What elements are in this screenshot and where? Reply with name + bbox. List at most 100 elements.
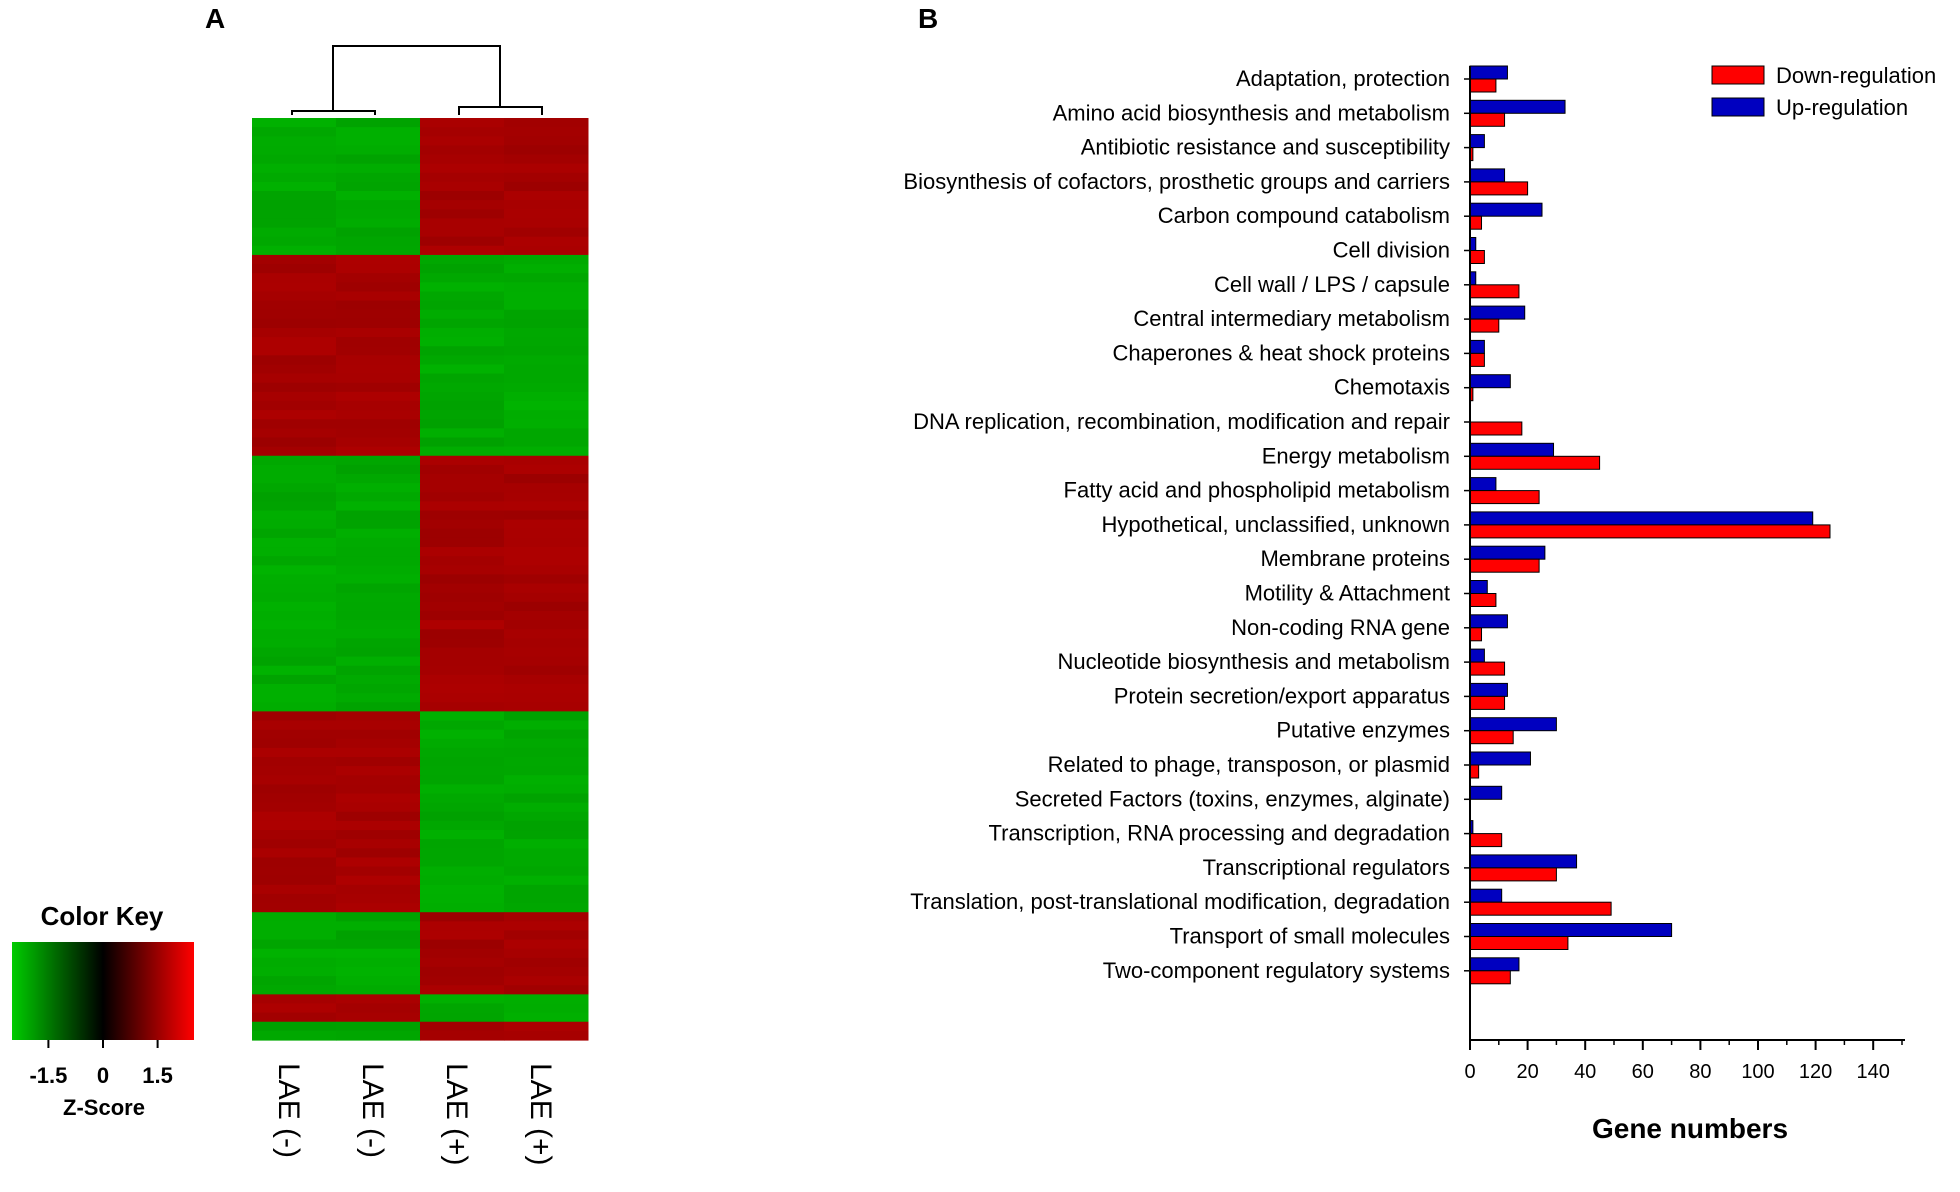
- heatmap-cell: [252, 446, 337, 457]
- heatmap-cell: [252, 474, 337, 484]
- category-label: Transcription, RNA processing and degrad…: [989, 821, 1450, 846]
- heatmap-cell: [504, 802, 589, 813]
- panel-b-label: B: [918, 3, 938, 34]
- category-label: Biosynthesis of cofactors, prosthetic gr…: [903, 169, 1450, 194]
- heatmap-cell: [504, 820, 589, 831]
- category-label: Hypothetical, unclassified, unknown: [1101, 512, 1450, 537]
- heatmap-cell: [504, 903, 589, 913]
- heatmap-cell: [336, 610, 421, 621]
- heatmap-cell: [336, 647, 421, 658]
- heatmap-cell: [420, 474, 505, 484]
- color-key-title: Color Key: [41, 901, 164, 931]
- heatmap-cell: [420, 1030, 505, 1041]
- heatmap-cell: [336, 976, 421, 986]
- heatmap-cell: [420, 784, 505, 795]
- heatmap-cell: [336, 446, 421, 457]
- heatmap-cell: [504, 857, 589, 868]
- heatmap-cell: [420, 729, 505, 740]
- heatmap-cell: [420, 592, 505, 603]
- heatmap-cell: [420, 1003, 505, 1014]
- heatmap-cell: [420, 136, 505, 146]
- heatmap-cell: [336, 400, 421, 411]
- heatmap-cell: [252, 1012, 337, 1023]
- heatmap-cell: [252, 966, 337, 977]
- heatmap-cell: [420, 410, 505, 420]
- heatmap-cell: [336, 866, 421, 877]
- heatmap-cell: [252, 528, 337, 539]
- heatmap-cell: [420, 674, 505, 685]
- heatmap-cell: [420, 948, 505, 959]
- heatmap-cell: [504, 327, 589, 338]
- bar-down-regulation: [1469, 78, 1497, 93]
- sample-label-2: LAE (-): [356, 1063, 389, 1158]
- heatmap-cell: [420, 638, 505, 649]
- heatmap-cell: [504, 930, 589, 941]
- heatmap-cell: [420, 1021, 505, 1032]
- category-label: Translation, post-translational modifica…: [910, 889, 1450, 914]
- heatmap-cell: [504, 893, 589, 904]
- heatmap-cell: [252, 1003, 337, 1014]
- heatmap-cell: [336, 364, 421, 375]
- heatmap-cell: [504, 547, 589, 557]
- heatmap-cell: [420, 848, 505, 859]
- heatmap-cell: [252, 309, 337, 320]
- heatmap-cell: [252, 300, 337, 311]
- bar-up-regulation: [1469, 648, 1485, 663]
- heatmap-cell: [336, 455, 421, 466]
- heatmap-cell: [420, 528, 505, 539]
- heatmap-cell: [420, 866, 505, 877]
- legend-label-down: Down-regulation: [1776, 63, 1936, 88]
- heatmap-cell: [336, 419, 421, 429]
- heatmap-cell: [504, 391, 589, 402]
- heatmap-cell: [504, 601, 589, 612]
- heatmap-cell: [420, 921, 505, 932]
- heatmap-cell: [504, 948, 589, 959]
- bar-down-regulation: [1469, 593, 1497, 607]
- heatmap-cell: [420, 547, 505, 557]
- heatmap-cell: [252, 683, 337, 694]
- heatmap-cell: [420, 264, 505, 274]
- bar-down-regulation: [1469, 352, 1485, 367]
- bar-down-regulation: [1469, 936, 1569, 950]
- heatmap-cell: [252, 884, 337, 895]
- heatmap-cell: [336, 629, 421, 639]
- heatmap-cell: [336, 665, 421, 676]
- heatmap-cell: [420, 400, 505, 411]
- heatmap-cell: [336, 857, 421, 868]
- heatmap-cell: [336, 939, 421, 950]
- heatmap-cell: [336, 163, 421, 174]
- heatmap-cell: [504, 154, 589, 165]
- heatmap-cell: [252, 875, 337, 886]
- x-tick-label: 80: [1689, 1061, 1711, 1083]
- heatmap-cell: [504, 364, 589, 375]
- bar-down-regulation: [1469, 695, 1506, 710]
- heatmap-cell: [252, 400, 337, 411]
- heatmap-cell: [336, 638, 421, 649]
- heatmap-cell: [420, 382, 505, 393]
- heatmap-cell: [504, 830, 589, 840]
- heatmap-cell: [504, 254, 589, 265]
- bar-up-regulation: [1469, 545, 1546, 560]
- heatmap-cell: [504, 163, 589, 174]
- bar-down-regulation: [1469, 421, 1523, 436]
- heatmap-cell: [420, 976, 505, 986]
- heatmap-cell: [420, 893, 505, 904]
- heatmap-cell: [336, 784, 421, 795]
- heatmap-cell: [504, 282, 589, 293]
- heatmap-cell: [504, 674, 589, 685]
- bar-up-regulation: [1469, 614, 1508, 629]
- heatmap-cell: [420, 346, 505, 356]
- heatmap-cell: [420, 811, 505, 822]
- heatmap-cell: [336, 300, 421, 311]
- heatmap-cell: [504, 976, 589, 986]
- heatmap-cell: [420, 437, 505, 448]
- bar-up-regulation: [1469, 923, 1673, 937]
- heatmap-cell: [420, 702, 505, 712]
- heatmap-cell: [336, 391, 421, 402]
- heatmap-cell: [336, 337, 421, 347]
- heatmap-cell: [252, 903, 337, 913]
- heatmap-cell: [252, 163, 337, 174]
- heatmap-cell: [504, 337, 589, 347]
- category-label: Secreted Factors (toxins, enzymes, algin…: [1015, 786, 1450, 811]
